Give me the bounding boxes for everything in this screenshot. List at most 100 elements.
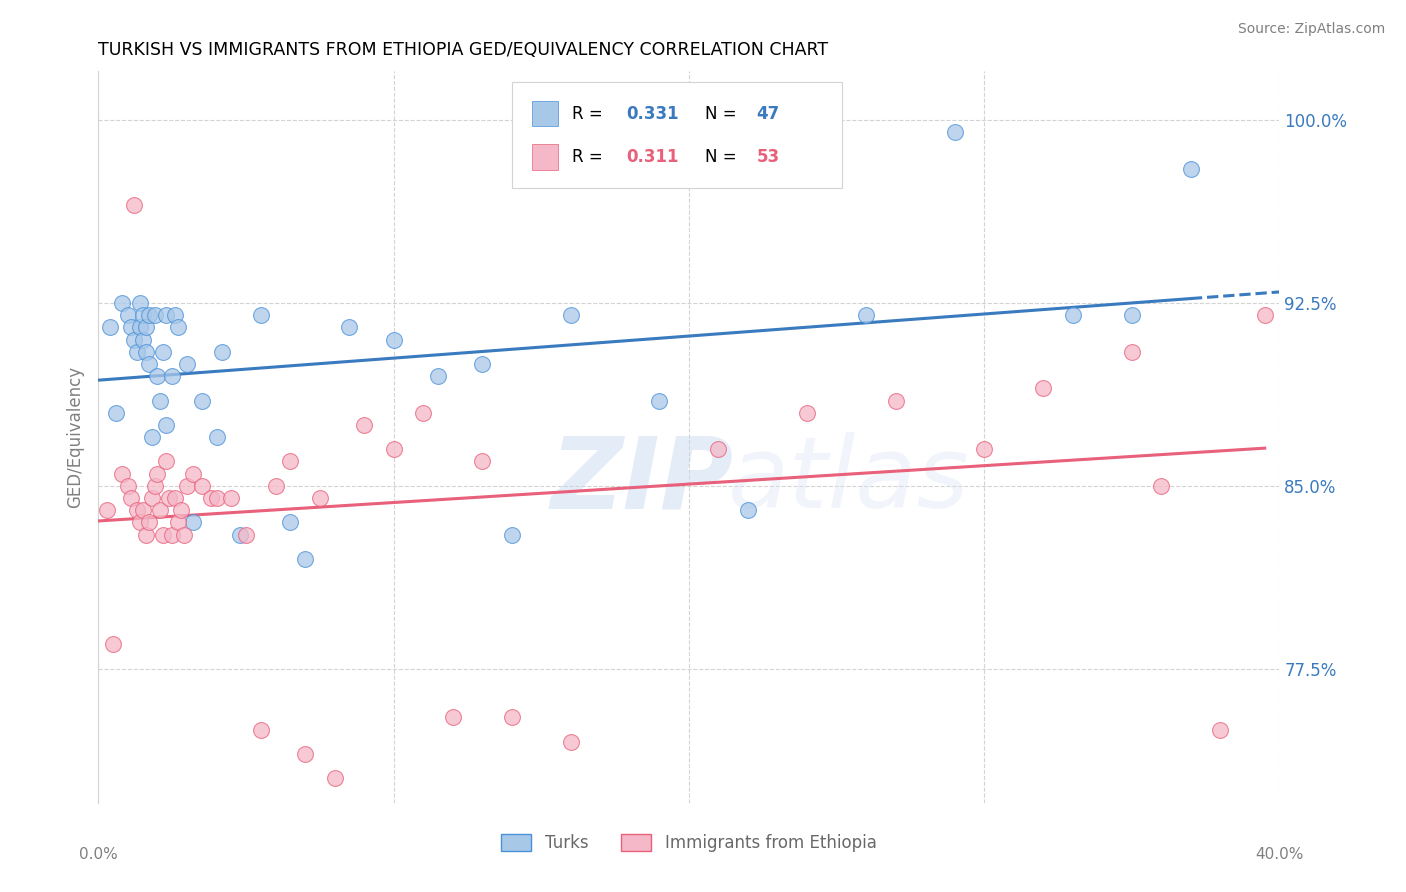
Point <box>165 308 187 322</box>
Point <box>96 503 118 517</box>
Point <box>141 430 163 444</box>
Point <box>339 320 361 334</box>
Point <box>737 503 759 517</box>
Point <box>111 467 134 481</box>
Point <box>294 747 316 761</box>
Point <box>111 296 134 310</box>
Point <box>135 527 157 541</box>
Text: atlas: atlas <box>727 433 969 530</box>
Point <box>1254 308 1277 322</box>
Text: ZIP: ZIP <box>550 433 733 530</box>
Point <box>280 516 302 530</box>
FancyBboxPatch shape <box>512 82 842 188</box>
Text: Source: ZipAtlas.com: Source: ZipAtlas.com <box>1237 22 1385 37</box>
Point <box>619 125 641 139</box>
Point <box>138 308 160 322</box>
Point <box>132 333 155 347</box>
Point <box>120 491 142 505</box>
Point <box>943 125 966 139</box>
Point <box>353 417 375 432</box>
Point <box>149 393 172 408</box>
Point <box>796 406 818 420</box>
Point <box>1032 381 1054 395</box>
Point <box>162 369 183 384</box>
Text: 47: 47 <box>756 104 779 122</box>
Point <box>157 491 180 505</box>
Point <box>250 723 273 737</box>
Point <box>648 393 671 408</box>
Point <box>200 491 222 505</box>
Point <box>323 772 346 786</box>
Text: R =: R = <box>572 104 607 122</box>
Point <box>143 308 166 322</box>
Point <box>884 393 907 408</box>
Point <box>128 516 150 530</box>
Point <box>138 357 160 371</box>
Point <box>105 406 128 420</box>
Point <box>117 308 139 322</box>
Point <box>125 503 148 517</box>
Point <box>122 198 145 212</box>
Point <box>1121 344 1143 359</box>
Point <box>120 320 142 334</box>
Point <box>146 369 169 384</box>
Point <box>280 454 302 468</box>
Point <box>117 479 139 493</box>
Point <box>125 344 148 359</box>
Point <box>128 296 150 310</box>
Y-axis label: GED/Equivalency: GED/Equivalency <box>66 366 84 508</box>
Point <box>221 491 243 505</box>
Point <box>205 430 228 444</box>
Point <box>1121 308 1143 322</box>
Point <box>382 442 405 457</box>
Point <box>309 491 332 505</box>
Text: 53: 53 <box>756 148 779 166</box>
Point <box>98 320 121 334</box>
Point <box>165 491 187 505</box>
Point <box>135 344 157 359</box>
Point <box>264 479 287 493</box>
Text: N =: N = <box>706 104 742 122</box>
Point <box>181 516 204 530</box>
Point <box>205 491 228 505</box>
Point <box>167 320 190 334</box>
Text: 0.331: 0.331 <box>626 104 679 122</box>
Point <box>250 308 273 322</box>
Point <box>132 308 155 322</box>
Point <box>211 344 233 359</box>
Text: 0.0%: 0.0% <box>79 847 118 862</box>
Point <box>152 344 174 359</box>
Point <box>181 467 204 481</box>
Point <box>560 735 582 749</box>
Point <box>501 527 523 541</box>
Point <box>1150 479 1173 493</box>
Point <box>135 320 157 334</box>
Point <box>1180 161 1202 176</box>
Point <box>155 454 177 468</box>
Text: TURKISH VS IMMIGRANTS FROM ETHIOPIA GED/EQUIVALENCY CORRELATION CHART: TURKISH VS IMMIGRANTS FROM ETHIOPIA GED/… <box>98 41 828 59</box>
Point <box>141 491 163 505</box>
FancyBboxPatch shape <box>531 145 558 169</box>
Point <box>471 454 494 468</box>
Point <box>176 479 198 493</box>
Point <box>191 393 214 408</box>
Point <box>152 527 174 541</box>
Point <box>155 308 177 322</box>
Point <box>162 527 183 541</box>
Point <box>146 467 169 481</box>
Point <box>128 320 150 334</box>
Point <box>229 527 252 541</box>
Point <box>155 417 177 432</box>
Text: 40.0%: 40.0% <box>1256 847 1303 862</box>
Point <box>170 503 193 517</box>
Point <box>103 637 125 651</box>
Point <box>132 503 155 517</box>
Point <box>294 552 316 566</box>
Point <box>707 442 730 457</box>
Point <box>471 357 494 371</box>
Text: N =: N = <box>706 148 742 166</box>
Point <box>441 710 464 724</box>
Point <box>382 333 405 347</box>
Point <box>973 442 995 457</box>
Point <box>138 516 160 530</box>
